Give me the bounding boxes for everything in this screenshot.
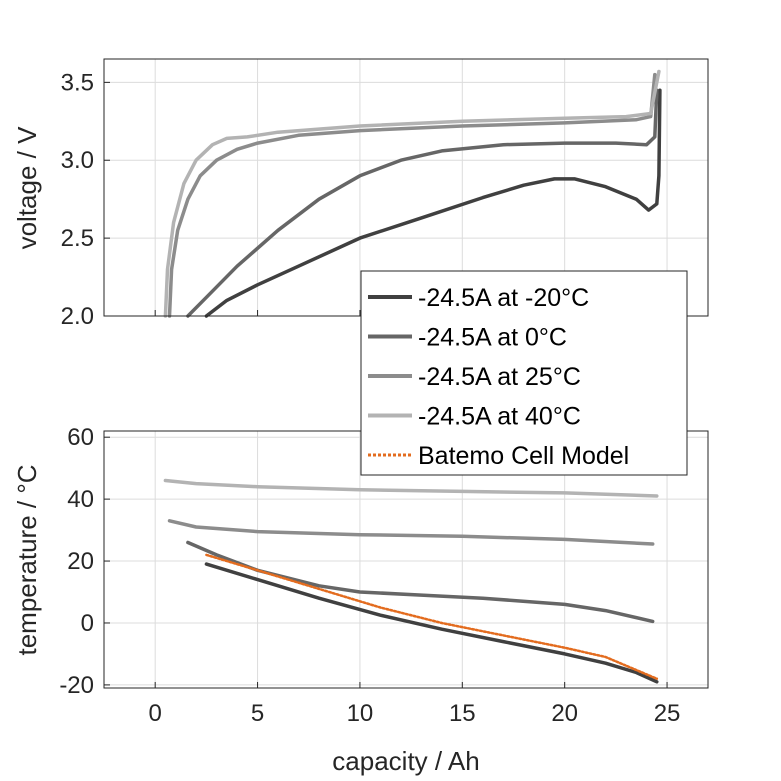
legend: -24.5A at -20°C -24.5A at 0°C -24.5A at 25… (360, 270, 688, 476)
voltage-panel: 2.0 2.5 3.0 3.5 voltage / V (12, 58, 709, 330)
legend-box (360, 270, 688, 476)
voltage-axis-label: voltage / V (12, 126, 42, 250)
legend-label: Batemo Cell Model (418, 442, 629, 470)
temperature-ytick-label: 0 (81, 610, 94, 637)
voltage-ytick-label: 2.0 (61, 303, 94, 330)
temperature-ytick-label: 20 (67, 548, 94, 575)
voltage-ytick-label: 3.5 (61, 69, 94, 96)
capacity-axis-label: capacity / Ah (332, 746, 479, 776)
voltage-series-line-2 (167, 72, 657, 318)
temperature-series-line-2 (167, 519, 655, 546)
temperature-xtick-label: 0 (149, 700, 162, 727)
legend-label: -24.5A at 40°C (418, 403, 581, 431)
temperature-series-line-0 (204, 562, 659, 684)
temperature-ytick-label: -20 (59, 672, 94, 699)
temperature-xtick-label: 25 (654, 700, 681, 727)
temperature-series-line-3 (163, 478, 659, 498)
voltage-series-line-3 (163, 69, 661, 318)
temperature-xtick-label: 5 (251, 700, 264, 727)
temperature-series-line-1 (186, 540, 655, 624)
voltage-series-group (163, 69, 662, 318)
legend-label: -24.5A at 0°C (418, 324, 567, 352)
temperature-ytick-label: 40 (67, 486, 94, 513)
legend-items: -24.5A at -20°C -24.5A at 0°C -24.5A at 25… (368, 284, 629, 470)
legend-label: -24.5A at -20°C (418, 284, 589, 312)
temperature-axis-label: temperature / °C (12, 464, 42, 655)
voltage-ytick-label: 2.5 (61, 225, 94, 252)
temperature-xtick-label: 15 (449, 700, 476, 727)
temperature-xtick-label: 20 (551, 700, 578, 727)
temperature-ytick-label: 60 (67, 424, 94, 451)
temperature-panel: -20 0 20 40 60 0 5 10 15 20 25 temperature / °C ca… (12, 424, 709, 776)
temperature-series-line-4 (205, 553, 659, 680)
voltage-series-line-1 (186, 88, 659, 318)
temperature-tick-labels: -20 0 20 40 60 0 5 10 15 20 25 (59, 424, 680, 727)
legend-label: -24.5A at 25°C (418, 363, 581, 391)
temperature-grid (104, 431, 708, 688)
voltage-series-line-0 (204, 88, 662, 318)
voltage-ytick-label: 3.0 (61, 147, 94, 174)
voltage-tick-labels: 2.0 2.5 3.0 3.5 (61, 69, 668, 330)
temperature-xtick-label: 10 (347, 700, 374, 727)
temperature-series-group (163, 478, 659, 684)
